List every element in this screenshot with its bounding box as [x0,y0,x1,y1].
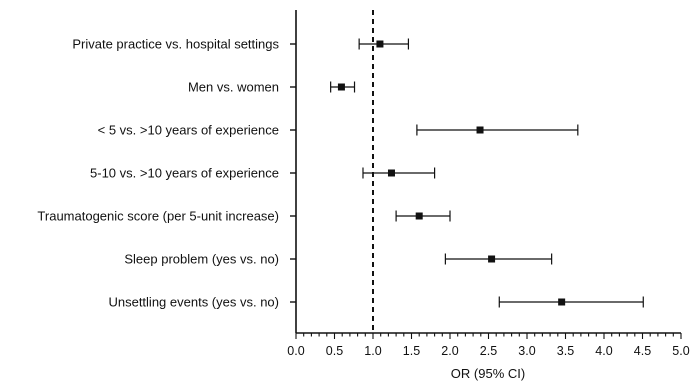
plot-marks [330,10,644,333]
x-axis-title: OR (95% CI) [451,366,525,381]
point-estimate-marker [376,40,384,48]
x-tick-label: 1.5 [403,344,420,358]
category-label: Traumatogenic score (per 5-unit increase… [37,209,279,224]
point-estimate-marker [488,255,496,263]
x-tick-label: 0.5 [326,344,343,358]
category-label: Unsettling events (yes vs. no) [108,295,279,310]
point-estimate-marker [387,169,395,177]
x-tick-label: 2.5 [480,344,497,358]
x-tick-label: 4.0 [595,344,612,358]
category-label: < 5 vs. >10 years of experience [98,123,279,138]
axes: 0.0 0.5 1.0 1.5 2.0 2.5 3.0 3.5 4.0 4.5 5.0 Private… [37,10,690,358]
x-tick-label: 3.0 [518,344,535,358]
category-label: Sleep problem (yes vs. no) [124,252,279,267]
category-label: Private practice vs. hospital settings [72,37,279,52]
x-tick-label: 3.5 [557,344,574,358]
x-tick-label: 1.0 [364,344,381,358]
x-tick-label: 4.5 [634,344,651,358]
point-estimate-marker [415,212,423,220]
x-tick-label: 2.0 [441,344,458,358]
point-estimate-marker [337,83,345,91]
category-label: Men vs. women [188,80,279,95]
x-tick-label: 0.0 [287,344,304,358]
x-tick-label: 5.0 [672,344,689,358]
point-estimate-marker [558,298,566,306]
category-label: 5-10 vs. >10 years of experience [90,166,279,181]
point-estimate-marker [476,126,484,134]
